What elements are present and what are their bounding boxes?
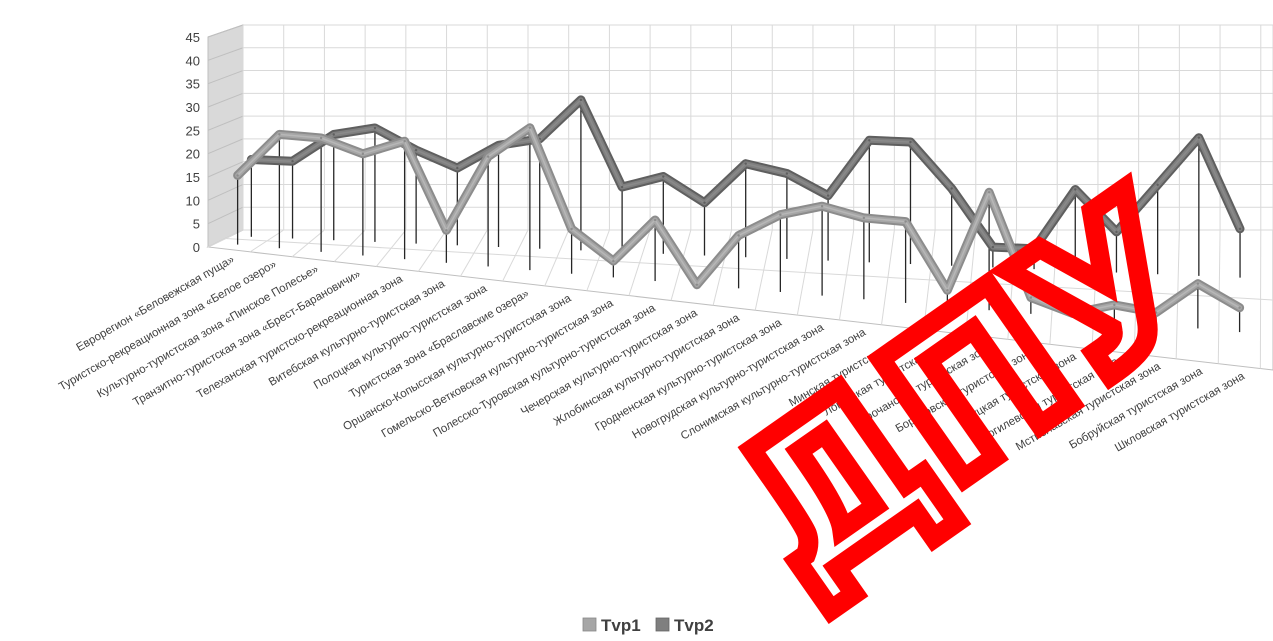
gridline-side bbox=[207, 138, 244, 155]
data-point bbox=[868, 139, 871, 142]
y-tick-label: 35 bbox=[186, 77, 200, 92]
data-point bbox=[278, 133, 281, 136]
data-point bbox=[403, 140, 406, 143]
y-tick-label: 20 bbox=[186, 147, 200, 162]
x-tick-label: Транзитно-туристская зона «Брест-Баранов… bbox=[131, 268, 363, 409]
legend-swatch-tvp1 bbox=[582, 617, 597, 632]
data-point bbox=[909, 140, 912, 144]
data-point bbox=[1074, 188, 1077, 191]
y-tick-label: 0 bbox=[193, 240, 200, 255]
x-tick-label: Оршанско-Копысская культурно-туристская … bbox=[341, 292, 574, 433]
data-point bbox=[291, 160, 294, 163]
data-point bbox=[456, 166, 459, 170]
y-tick-label: 5 bbox=[193, 217, 200, 232]
series-tvp1 bbox=[233, 123, 1245, 318]
data-point bbox=[785, 172, 789, 175]
data-point bbox=[373, 126, 377, 130]
data-point bbox=[319, 136, 323, 140]
x-tick-label: Гомельско-Ветковская культурно-туристска… bbox=[380, 297, 616, 440]
gridline-side bbox=[207, 92, 244, 108]
data-point bbox=[653, 218, 657, 222]
gridline-side bbox=[207, 24, 244, 38]
gridline-side bbox=[207, 47, 244, 61]
data-point bbox=[695, 283, 699, 286]
plot-background bbox=[206, 24, 1273, 371]
series-tvp2 bbox=[246, 95, 1245, 254]
gridline-side bbox=[207, 115, 244, 131]
y-tick-label: 15 bbox=[186, 170, 200, 185]
gridline-side bbox=[207, 161, 244, 178]
data-point bbox=[445, 229, 448, 232]
data-point bbox=[950, 187, 953, 190]
gridline-side bbox=[207, 70, 244, 85]
x-tick-label: Жлобинская культурно-туристская зона bbox=[552, 312, 742, 429]
data-point bbox=[820, 204, 824, 208]
data-point bbox=[826, 194, 830, 197]
data-point bbox=[1113, 303, 1116, 307]
y-axis-ticks: 0 5 10 15 20 25 30 35 40 45 bbox=[186, 30, 200, 255]
data-point bbox=[779, 213, 782, 216]
y-tick-label: 40 bbox=[186, 53, 200, 68]
floor-mid-line bbox=[225, 238, 1273, 301]
data-point bbox=[1156, 183, 1159, 186]
series-lines bbox=[233, 95, 1245, 318]
data-point bbox=[862, 216, 866, 220]
data-point bbox=[1032, 247, 1036, 250]
data-point bbox=[612, 259, 615, 263]
data-point bbox=[1238, 227, 1242, 231]
y-tick-label: 45 bbox=[186, 30, 200, 45]
data-point bbox=[332, 133, 335, 136]
data-point bbox=[414, 148, 418, 152]
y-tick-label: 30 bbox=[186, 100, 200, 115]
data-point bbox=[1154, 311, 1158, 314]
legend-label-tvp2: Tvp2 bbox=[674, 616, 714, 635]
data-point bbox=[946, 289, 949, 292]
data-point bbox=[987, 191, 991, 194]
data-point bbox=[1197, 136, 1201, 139]
data-point bbox=[361, 152, 365, 156]
legend-swatch-tvp2 bbox=[655, 617, 670, 632]
data-point bbox=[1238, 306, 1241, 309]
data-point bbox=[1071, 312, 1074, 315]
y-tick-label: 25 bbox=[186, 123, 200, 138]
legend-label-tvp1: Tvp1 bbox=[601, 616, 641, 635]
data-point bbox=[662, 175, 665, 178]
data-point bbox=[904, 220, 907, 223]
data-point bbox=[579, 98, 583, 102]
data-point bbox=[1029, 296, 1033, 299]
data-point bbox=[991, 245, 995, 249]
data-point bbox=[620, 185, 624, 189]
data-point bbox=[703, 201, 706, 204]
data-point bbox=[1196, 282, 1200, 285]
data-point bbox=[570, 227, 573, 231]
legend: Tvp1 Tvp2 bbox=[582, 616, 714, 635]
data-point bbox=[737, 234, 740, 237]
data-point bbox=[486, 155, 490, 158]
data-point bbox=[1115, 230, 1118, 234]
data-point bbox=[236, 174, 239, 177]
y-tick-label: 10 bbox=[186, 193, 200, 208]
data-point bbox=[528, 126, 532, 129]
data-point bbox=[744, 162, 747, 165]
